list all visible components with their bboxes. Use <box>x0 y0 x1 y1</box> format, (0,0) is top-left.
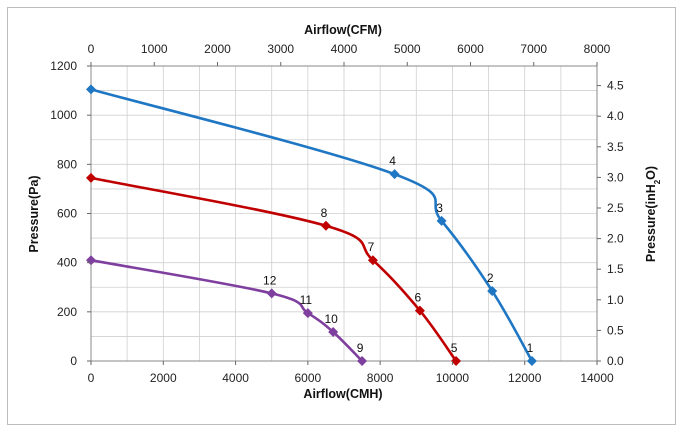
y-left-tick-label: 200 <box>57 305 77 319</box>
data-point-marker <box>487 285 498 296</box>
x-bottom-tick-label: 12000 <box>508 371 542 385</box>
y-left-tick-label: 600 <box>57 207 77 221</box>
data-point-label: 4 <box>389 154 396 168</box>
data-point-marker <box>451 356 462 366</box>
data-point-marker <box>526 356 537 366</box>
y-right-tick-label: 1.0 <box>607 293 624 307</box>
y-left-tick-label: 400 <box>57 256 77 270</box>
x-top-tick-label: 4000 <box>331 42 358 56</box>
series-line <box>90 176 458 362</box>
y-right-title-sub: 2 <box>653 179 662 184</box>
data-point-label: 7 <box>368 240 375 254</box>
data-point-marker <box>328 326 339 337</box>
data-point-label: 10 <box>324 312 338 326</box>
data-point-label: 11 <box>300 293 313 307</box>
data-point-marker <box>436 215 447 226</box>
x-top-tick-label: 2000 <box>204 42 231 56</box>
data-point-marker <box>389 169 400 180</box>
x-top-tick-label: 6000 <box>457 42 484 56</box>
x-bottom-tick-label: 4000 <box>222 371 249 385</box>
y-right-tick-label: 0.5 <box>607 323 624 337</box>
series-3: 12 11 10 9 <box>86 255 368 366</box>
data-point-marker <box>86 255 96 266</box>
y-left-tick-label: 0 <box>70 354 77 368</box>
y-left-tick-label: 1000 <box>50 108 77 122</box>
y-right-tick-label: 4.0 <box>607 109 624 123</box>
y-right-axis-title: Pressure(inH2O) <box>644 166 662 262</box>
x-bottom-tick-label: 8000 <box>367 371 394 385</box>
chart-frame <box>7 7 676 425</box>
y-right-tick-label: 1.5 <box>607 262 624 276</box>
x-bottom-tick-label: 0 <box>88 371 95 385</box>
x-top-axis-title: Airflow(CFM) <box>304 23 382 37</box>
y-right-title-end: O) <box>644 166 658 180</box>
x-top-tick-label: 0 <box>88 42 95 56</box>
y-right-title-main: Pressure(inH <box>644 184 658 262</box>
y-right-tick-label: 4.5 <box>607 79 624 93</box>
data-point-label: 5 <box>451 341 458 355</box>
x-bottom-tick-label: 6000 <box>295 371 322 385</box>
y-right-tick-label: 0.0 <box>607 354 624 368</box>
x-top-tick-label: 7000 <box>520 42 547 56</box>
x-bottom-axis-title: Airflow(CMH) <box>303 387 382 401</box>
data-point-marker <box>302 308 313 319</box>
x-top-tick-label: 3000 <box>267 42 294 56</box>
y-right-tick-label: 2.5 <box>607 201 624 215</box>
data-point-label: 9 <box>357 341 364 355</box>
x-bottom-tick-label: 10000 <box>436 371 470 385</box>
data-point-marker <box>320 220 331 231</box>
data-point-label: 8 <box>321 206 328 220</box>
data-point-marker <box>357 356 368 366</box>
data-point-marker <box>367 255 378 266</box>
data-point-label: 2 <box>487 271 494 285</box>
data-point-marker <box>266 288 277 299</box>
series-line <box>90 258 363 362</box>
y-right-tick-label: 2.0 <box>607 232 624 246</box>
y-right-tick-label: 3.5 <box>607 140 624 154</box>
x-top-tick-label: 5000 <box>394 42 421 56</box>
x-bottom-tick-label: 2000 <box>150 371 177 385</box>
data-point-marker <box>414 305 425 316</box>
data-point-label: 6 <box>415 291 422 305</box>
data-point-label: 1 <box>527 341 534 355</box>
y-right-tick-label: 3.0 <box>607 170 624 184</box>
x-top-tick-label: 1000 <box>141 42 168 56</box>
x-bottom-tick-label: 14000 <box>580 371 614 385</box>
data-point-label: 12 <box>263 273 277 287</box>
y-left-axis-title: Pressure(Pa) <box>27 175 41 252</box>
y-left-tick-label: 1200 <box>50 59 77 73</box>
series-layer: 4 3 2 1 8 7 6 5 12 11 10 9 <box>86 84 537 366</box>
series-2: 8 7 6 5 <box>86 172 462 366</box>
series-line <box>90 88 534 362</box>
x-top-tick-label: 8000 <box>584 42 611 56</box>
data-point-label: 3 <box>436 201 443 215</box>
series-1: 4 3 2 1 <box>86 84 537 366</box>
data-point-marker <box>86 172 96 183</box>
y-left-tick-label: 800 <box>57 157 77 171</box>
data-point-marker <box>86 84 96 95</box>
